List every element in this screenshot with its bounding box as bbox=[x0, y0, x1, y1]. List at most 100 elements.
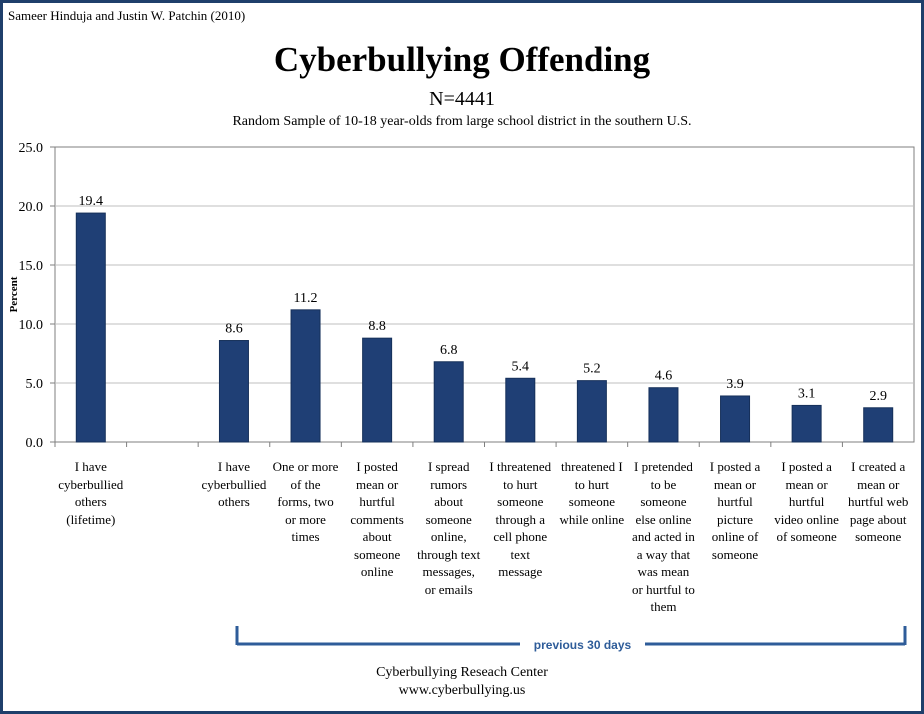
category-label: I posted mean or hurtful comments about someo… bbox=[340, 458, 414, 581]
data-label: 8.8 bbox=[368, 319, 386, 334]
category-label-line: to hurt bbox=[574, 476, 610, 492]
data-label: 8.6 bbox=[225, 322, 243, 337]
category-label-line: someone bbox=[711, 546, 759, 562]
bar bbox=[648, 387, 679, 443]
category-label-line: online bbox=[360, 564, 394, 579]
chart-title: Cyberbullying Offending bbox=[273, 40, 651, 79]
bracket-label: previous 30 days bbox=[534, 638, 632, 652]
category-label-line: One or more bbox=[272, 459, 339, 474]
category-label: I have cyberbullied others bbox=[197, 458, 271, 511]
category-label-line: through a bbox=[495, 511, 546, 527]
category-label-line: hurtful bbox=[788, 494, 825, 509]
category-label-line: hurtful web bbox=[848, 494, 909, 509]
category-label-line: or emails bbox=[424, 581, 473, 597]
category-label-line: hurtful bbox=[717, 494, 753, 509]
credit-text: Sameer Hinduja and Justin W. Patchin (20… bbox=[8, 8, 246, 23]
category-label: I posted a mean or hurtful video online of s… bbox=[770, 458, 844, 546]
category-label: threatened I to hurt someone while online bbox=[555, 458, 629, 528]
category-label-line: mean or bbox=[785, 476, 828, 492]
y-tick-label: 15.0 bbox=[19, 259, 44, 274]
bar bbox=[433, 361, 464, 443]
bar bbox=[791, 404, 822, 443]
category-label-line: rumors bbox=[430, 476, 468, 492]
category-label: I have cyberbullied others (lifetime) bbox=[54, 458, 128, 528]
category-label-line: page about bbox=[849, 511, 907, 527]
data-label: 5.4 bbox=[512, 359, 530, 374]
category-label-line: mean or bbox=[713, 476, 757, 492]
category-label-line: message bbox=[498, 564, 543, 579]
category-label-line: or hurtful to bbox=[632, 581, 695, 597]
category-label-line: a way that bbox=[636, 546, 691, 562]
category-label-line: online of bbox=[711, 529, 759, 544]
data-label: 3.9 bbox=[726, 377, 744, 392]
category-label-line: online, bbox=[430, 529, 467, 544]
y-axis-label: Percent bbox=[8, 276, 20, 312]
category-label-line: I pretended bbox=[634, 459, 693, 474]
bar bbox=[362, 337, 393, 443]
data-label: 5.2 bbox=[583, 362, 601, 377]
category-label-line: someone bbox=[497, 494, 544, 509]
category-label-line: threatened I bbox=[561, 459, 623, 474]
category-label-line: I created a bbox=[851, 459, 906, 474]
category-label-line: while online bbox=[559, 511, 625, 527]
category-label-line: to be bbox=[650, 476, 677, 492]
category-label-line: times bbox=[291, 529, 320, 544]
y-tick-label: 20.0 bbox=[19, 200, 44, 215]
category-label-line: about bbox=[362, 529, 392, 544]
category-label-line: forms, two bbox=[277, 494, 334, 509]
category-label-line: or more bbox=[285, 511, 326, 527]
category-label-line: I posted a bbox=[709, 459, 761, 474]
category-label-line: to hurt bbox=[503, 476, 538, 492]
category-label-line: comments bbox=[350, 511, 404, 527]
category-label-line: text bbox=[510, 546, 531, 562]
category-label-line: was mean bbox=[637, 564, 690, 579]
category-label: I pretended to be someone else online and ac… bbox=[626, 458, 700, 616]
bar bbox=[863, 407, 894, 443]
y-tick-label: 10.0 bbox=[19, 318, 44, 333]
data-label: 6.8 bbox=[440, 343, 458, 358]
category-label: I created a mean or hurtful web page about s… bbox=[841, 458, 915, 546]
category-label: One or more of the forms, two or more times bbox=[269, 458, 343, 546]
y-tick-label: 25.0 bbox=[19, 141, 44, 156]
data-label: 19.4 bbox=[79, 194, 104, 209]
bar bbox=[218, 340, 249, 443]
category-label-line: picture bbox=[716, 511, 754, 527]
bar bbox=[75, 212, 106, 443]
category-label-line: I posted a bbox=[781, 459, 832, 474]
footer-org: Cyberbullying Reseach Center bbox=[376, 665, 548, 680]
category-label-line: someone bbox=[354, 546, 401, 562]
category-label-line: of someone bbox=[776, 529, 837, 544]
category-label-line: cyberbullied bbox=[58, 476, 124, 492]
category-label-line: I have bbox=[217, 459, 251, 474]
category-label-line: I posted bbox=[356, 459, 398, 474]
plot-area bbox=[54, 146, 915, 443]
footer: Cyberbullying Reseach Center www.cyberbu… bbox=[0, 664, 924, 700]
category-label-line: others bbox=[74, 494, 107, 509]
bar bbox=[505, 377, 536, 443]
category-label-line: someone bbox=[855, 529, 902, 544]
category-label-line: mean or bbox=[356, 476, 399, 492]
category-label-line: (lifetime) bbox=[66, 511, 116, 527]
y-tick-label: 0.0 bbox=[26, 436, 44, 451]
category-label-line: cyberbullied bbox=[201, 476, 267, 492]
category-label-line: video online bbox=[774, 511, 839, 527]
category-label-line: messages, bbox=[422, 564, 475, 579]
data-label: 11.2 bbox=[294, 291, 318, 306]
category-label-line: else online bbox=[635, 511, 692, 527]
category-label-line: them bbox=[650, 599, 677, 614]
category-label-line: of the bbox=[290, 476, 321, 492]
chart-subtitle-sample: Random Sample of 10-18 year-olds from la… bbox=[232, 114, 692, 129]
category-label: I threatened to hurt someone through a cell … bbox=[483, 458, 557, 581]
chart-subtitle-n: N=4441 bbox=[429, 88, 495, 110]
category-label-line: cell phone bbox=[493, 529, 548, 544]
y-tick-label: 5.0 bbox=[26, 377, 44, 392]
data-label: 3.1 bbox=[798, 386, 816, 401]
bar bbox=[290, 309, 321, 443]
category-label-line: someone bbox=[425, 511, 472, 527]
data-label: 4.6 bbox=[655, 369, 673, 384]
category-label: I spread rumors about someone online, through… bbox=[412, 458, 486, 598]
category-label-line: someone bbox=[568, 494, 615, 509]
category-label-line: I threatened bbox=[489, 459, 552, 474]
bar bbox=[720, 395, 751, 443]
